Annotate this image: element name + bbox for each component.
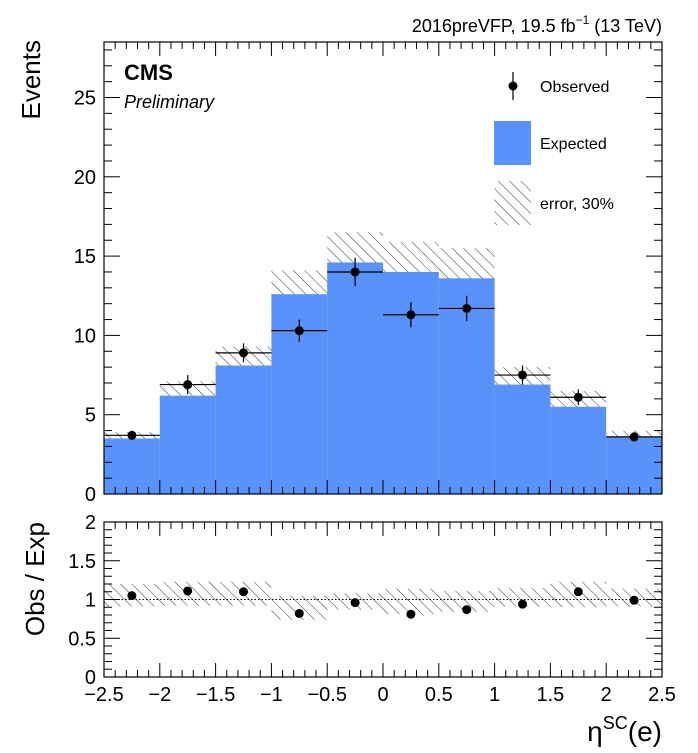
main-y-axis: 0 5 10 15 20 25: [74, 49, 662, 506]
observed-point: [462, 303, 472, 313]
legend-expected-label: Expected: [540, 136, 607, 153]
legend-error-label: error, 30%: [540, 196, 614, 213]
x-tick-label: −1: [260, 684, 283, 706]
y-tick-label: 15: [74, 246, 96, 268]
observed-point: [406, 310, 416, 320]
ratio-band-box: [438, 590, 495, 612]
legend-expected-swatch: [494, 121, 531, 165]
x-tick-label: −1.5: [196, 684, 235, 706]
ratio-point: [127, 591, 137, 601]
ratio-point: [350, 598, 360, 608]
y-tick-label: 2: [85, 512, 96, 534]
ratio-y-axis: 0 0.5 1 1.5 2: [68, 512, 662, 689]
ratio-y-axis-title: Obs / Exp: [20, 522, 50, 636]
ratio-point: [462, 605, 472, 615]
ratio-points-group: [127, 586, 639, 619]
ratio-point: [294, 608, 304, 618]
observed-point: [629, 432, 639, 442]
ratio-point: [573, 587, 583, 597]
observed-point: [239, 348, 248, 358]
expected-bar: [215, 365, 272, 494]
legend-observed-marker: [508, 81, 518, 91]
x-tick-label: 2.5: [648, 684, 676, 706]
ratio-point: [239, 587, 248, 597]
x-tick-label: 0: [377, 684, 388, 706]
main-x-axis: [103, 42, 663, 494]
expected-bar: [104, 438, 160, 494]
ratio-band-group: [104, 581, 662, 620]
observed-point: [573, 392, 583, 402]
expected-bar: [327, 262, 383, 494]
ratio-point: [406, 609, 416, 619]
y-tick-label: 25: [74, 88, 96, 110]
main-panel: 0 5 10 15 20 25 CMS Preliminary Events Observ…: [16, 40, 663, 506]
y-tick-label: 1: [85, 590, 96, 612]
x-tick-label: −0.5: [307, 684, 346, 706]
x-tick-label: 1.5: [536, 684, 564, 706]
expected-bar: [494, 384, 551, 494]
y-tick-label: 20: [74, 167, 96, 189]
luminosity-label: 2016preVFP, 19.5 fb−1 (13 TeV): [412, 13, 662, 36]
x-tick-label: 1: [489, 684, 500, 706]
observed-point: [350, 267, 360, 277]
expected-bar: [159, 395, 216, 494]
observed-point: [127, 430, 137, 440]
x-tick-label: −2.5: [84, 684, 123, 706]
y-tick-label: 10: [74, 325, 96, 347]
legend-observed-label: Observed: [540, 79, 609, 96]
x-tick-label: 0.5: [425, 684, 453, 706]
y-tick-label: 5: [85, 405, 96, 427]
observed-point: [518, 370, 527, 380]
ratio-band-box: [494, 587, 551, 607]
observed-point: [183, 380, 193, 390]
x-axis-title: ηSC(e): [587, 713, 662, 747]
observed-point: [294, 326, 304, 336]
ratio-point: [629, 595, 639, 605]
observed-points-group: [104, 257, 662, 442]
main-y-axis-title: Events: [16, 40, 46, 120]
x-tick-label: 2: [601, 684, 612, 706]
x-tick-label: −2: [148, 684, 171, 706]
preliminary-label: Preliminary: [124, 92, 215, 112]
legend-error-swatch: [494, 181, 531, 225]
y-tick-label: 0: [85, 667, 96, 689]
y-tick-label: 0: [85, 484, 96, 506]
cms-label: CMS: [124, 60, 173, 85]
expected-histogram-group: [104, 262, 662, 494]
expected-bar: [550, 406, 607, 494]
y-tick-label: 1.5: [68, 551, 96, 573]
ratio-panel: 0 0.5 1 1.5 2 −2.5 −2 −1.5 −1 −0.5 0 0.5 1 1.5 2 2.5 O…: [20, 512, 676, 706]
ratio-point: [518, 599, 527, 609]
legend: Observed Expected error, 30%: [494, 72, 614, 225]
ratio-point: [183, 586, 193, 596]
ratio-x-axis: −2.5 −2 −1.5 −1 −0.5 0 0.5 1 1.5 2 2.5: [84, 522, 676, 706]
y-tick-label: 0.5: [68, 628, 96, 650]
expected-bar: [606, 436, 662, 494]
